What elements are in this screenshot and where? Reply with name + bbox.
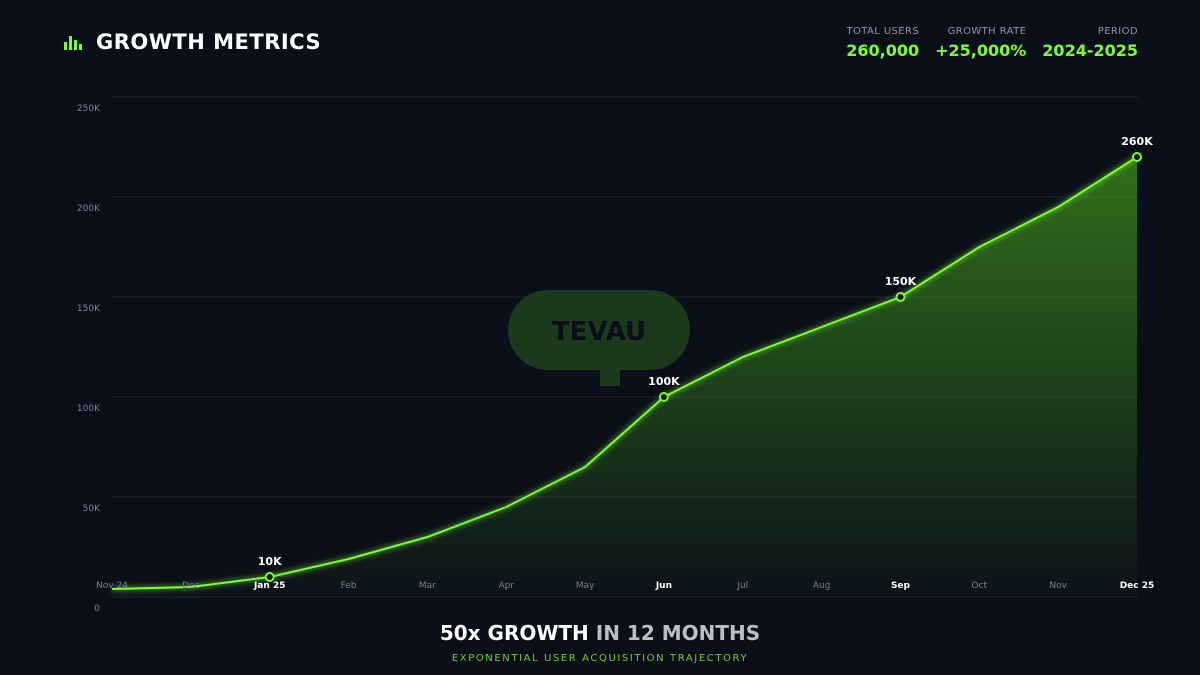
stat-period: PERIOD 2024-2025: [1042, 26, 1138, 60]
y-tick-label: 250K: [77, 104, 101, 114]
x-tick-label: Oct: [972, 581, 988, 591]
logo-text: TEVAU: [552, 317, 646, 347]
x-tick-label: Feb: [341, 581, 357, 591]
annotation-marker: [264, 572, 275, 582]
x-tick-label: Nov 24: [96, 581, 128, 591]
x-tick-label: Nov: [1049, 581, 1067, 591]
footer-title-rest: IN 12 MONTHS: [588, 621, 761, 645]
x-tick-label: Mar: [419, 581, 436, 591]
x-tick-label: Jan 25: [253, 581, 286, 591]
bar-chart-icon: [64, 34, 84, 50]
annotation-label: 150K: [885, 275, 917, 288]
y-tick-label: 200K: [77, 204, 101, 214]
y-tick-label: 150K: [77, 304, 101, 314]
stat-total-users: TOTAL USERS 260,000: [846, 26, 919, 60]
y-tick-label: 0: [94, 604, 100, 614]
x-tick-label: Jun: [655, 581, 672, 591]
y-tick-label: 100K: [77, 404, 101, 414]
stat-label: PERIOD: [1097, 26, 1138, 37]
footer-title: 50x GROWTH IN 12 MONTHS: [0, 621, 1200, 645]
x-tick-label: Dec 25: [1120, 581, 1155, 591]
x-tick-label: May: [576, 581, 595, 591]
stats-panel: TOTAL USERS 260,000 GROWTH RATE +25,000%…: [846, 26, 1138, 60]
x-tick-label: Sep: [891, 581, 911, 591]
series-line: [111, 156, 1138, 590]
header: GROWTH METRICS: [64, 30, 321, 54]
footer-subtitle: EXPONENTIAL USER ACQUISITION TRAJECTORY: [451, 653, 749, 664]
annotation-marker: [658, 392, 669, 402]
annotation-label: 260K: [1121, 135, 1153, 148]
y-tick-label: 50K: [83, 504, 101, 514]
annotation-marker: [1132, 152, 1142, 162]
stat-label: TOTAL USERS: [846, 26, 920, 37]
tevau-logo: TEVAU: [508, 290, 690, 386]
x-tick-label: Apr: [498, 581, 514, 591]
annotation-label: 100K: [648, 375, 680, 388]
page-title: GROWTH METRICS: [96, 30, 322, 54]
stat-value: 260,000: [846, 41, 920, 60]
footer-title-main: 50x GROWTH: [439, 621, 589, 645]
stat-growth-rate: GROWTH RATE +25,000%: [935, 26, 1026, 60]
x-tick-label: Aug: [813, 581, 831, 591]
annotation-label: 10K: [258, 555, 282, 568]
area-fill: [112, 157, 1137, 597]
x-tick-label: Dec: [182, 581, 199, 591]
stat-value: +25,000%: [935, 41, 1027, 60]
stat-label: GROWTH RATE: [947, 26, 1027, 37]
x-tick-label: Jul: [736, 581, 748, 591]
annotation-marker: [895, 292, 906, 302]
stat-value: 2024-2025: [1042, 41, 1138, 60]
